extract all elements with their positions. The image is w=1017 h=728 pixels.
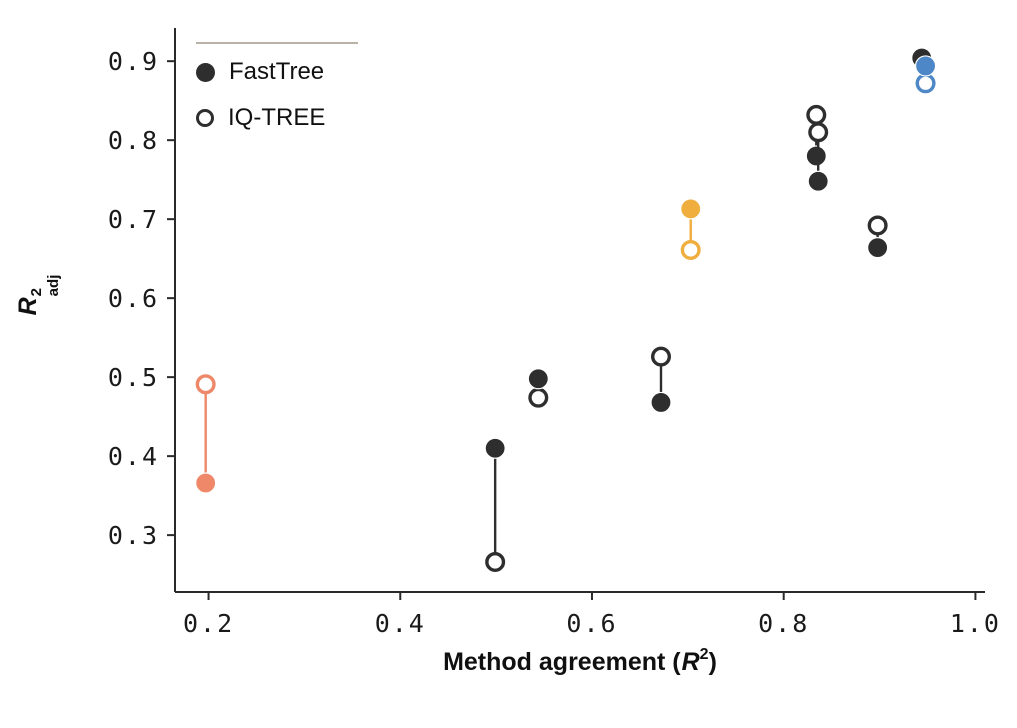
x-axis-label: Method agreement (R2)	[175, 645, 985, 677]
filled-dot-icon	[196, 62, 215, 82]
iqtree-point	[195, 374, 216, 395]
y-tick-label: 0.8	[108, 126, 159, 155]
iqtree-point	[651, 346, 672, 367]
legend: FastTree IQ-TREE	[196, 42, 360, 141]
iqtree-point	[867, 215, 888, 236]
y-axis-label-var: R	[13, 297, 42, 316]
x-axis-label-suffix: )	[708, 648, 717, 676]
y-axis-label-sub: adj	[44, 274, 62, 297]
fasttree-point	[805, 145, 827, 167]
fasttree-point	[807, 170, 829, 192]
iqtree-point	[806, 104, 827, 125]
fasttree-point	[527, 368, 549, 390]
legend-label-iqtree: IQ-TREE	[228, 104, 326, 131]
x-tick-label: 1.0	[950, 609, 1001, 638]
x-tick-label: 0.2	[183, 609, 234, 638]
x-axis-label-var: R	[681, 648, 700, 676]
legend-divider	[196, 42, 358, 44]
y-axis-label-supsub: 2 adj	[28, 274, 62, 297]
iqtree-point	[808, 122, 829, 143]
x-tick-label: 0.6	[566, 609, 617, 638]
iqtree-point	[680, 239, 701, 260]
open-dot-icon	[196, 109, 214, 127]
legend-item-iqtree: IQ-TREE	[196, 95, 360, 141]
iqtree-point	[485, 551, 506, 572]
fasttree-point	[650, 391, 672, 414]
y-axis-label-sup: 2	[28, 287, 46, 297]
y-axis-label: R 2 adj	[14, 275, 62, 316]
y-tick-label: 0.9	[108, 47, 159, 76]
y-tick-label: 0.7	[108, 205, 159, 234]
fasttree-point	[867, 236, 889, 259]
y-tick-label: 0.6	[108, 284, 159, 313]
x-axis-label-text: Method agreement (	[443, 648, 681, 676]
y-tick-label: 0.5	[108, 363, 159, 392]
fasttree-point	[680, 198, 702, 220]
fasttree-point	[484, 437, 506, 459]
legend-item-fasttree: FastTree	[196, 49, 360, 95]
x-tick-label: 0.4	[375, 609, 426, 638]
legend-label-fasttree: FastTree	[229, 58, 325, 85]
x-tick-label: 0.8	[758, 609, 809, 638]
y-tick-label: 0.4	[108, 442, 159, 471]
y-tick-label: 0.3	[108, 521, 159, 550]
fasttree-point	[195, 472, 217, 494]
x-axis-label-sup: 2	[699, 645, 709, 663]
iqtree-point	[915, 73, 936, 94]
iqtree-point	[528, 387, 549, 408]
fasttree-point	[914, 55, 937, 77]
